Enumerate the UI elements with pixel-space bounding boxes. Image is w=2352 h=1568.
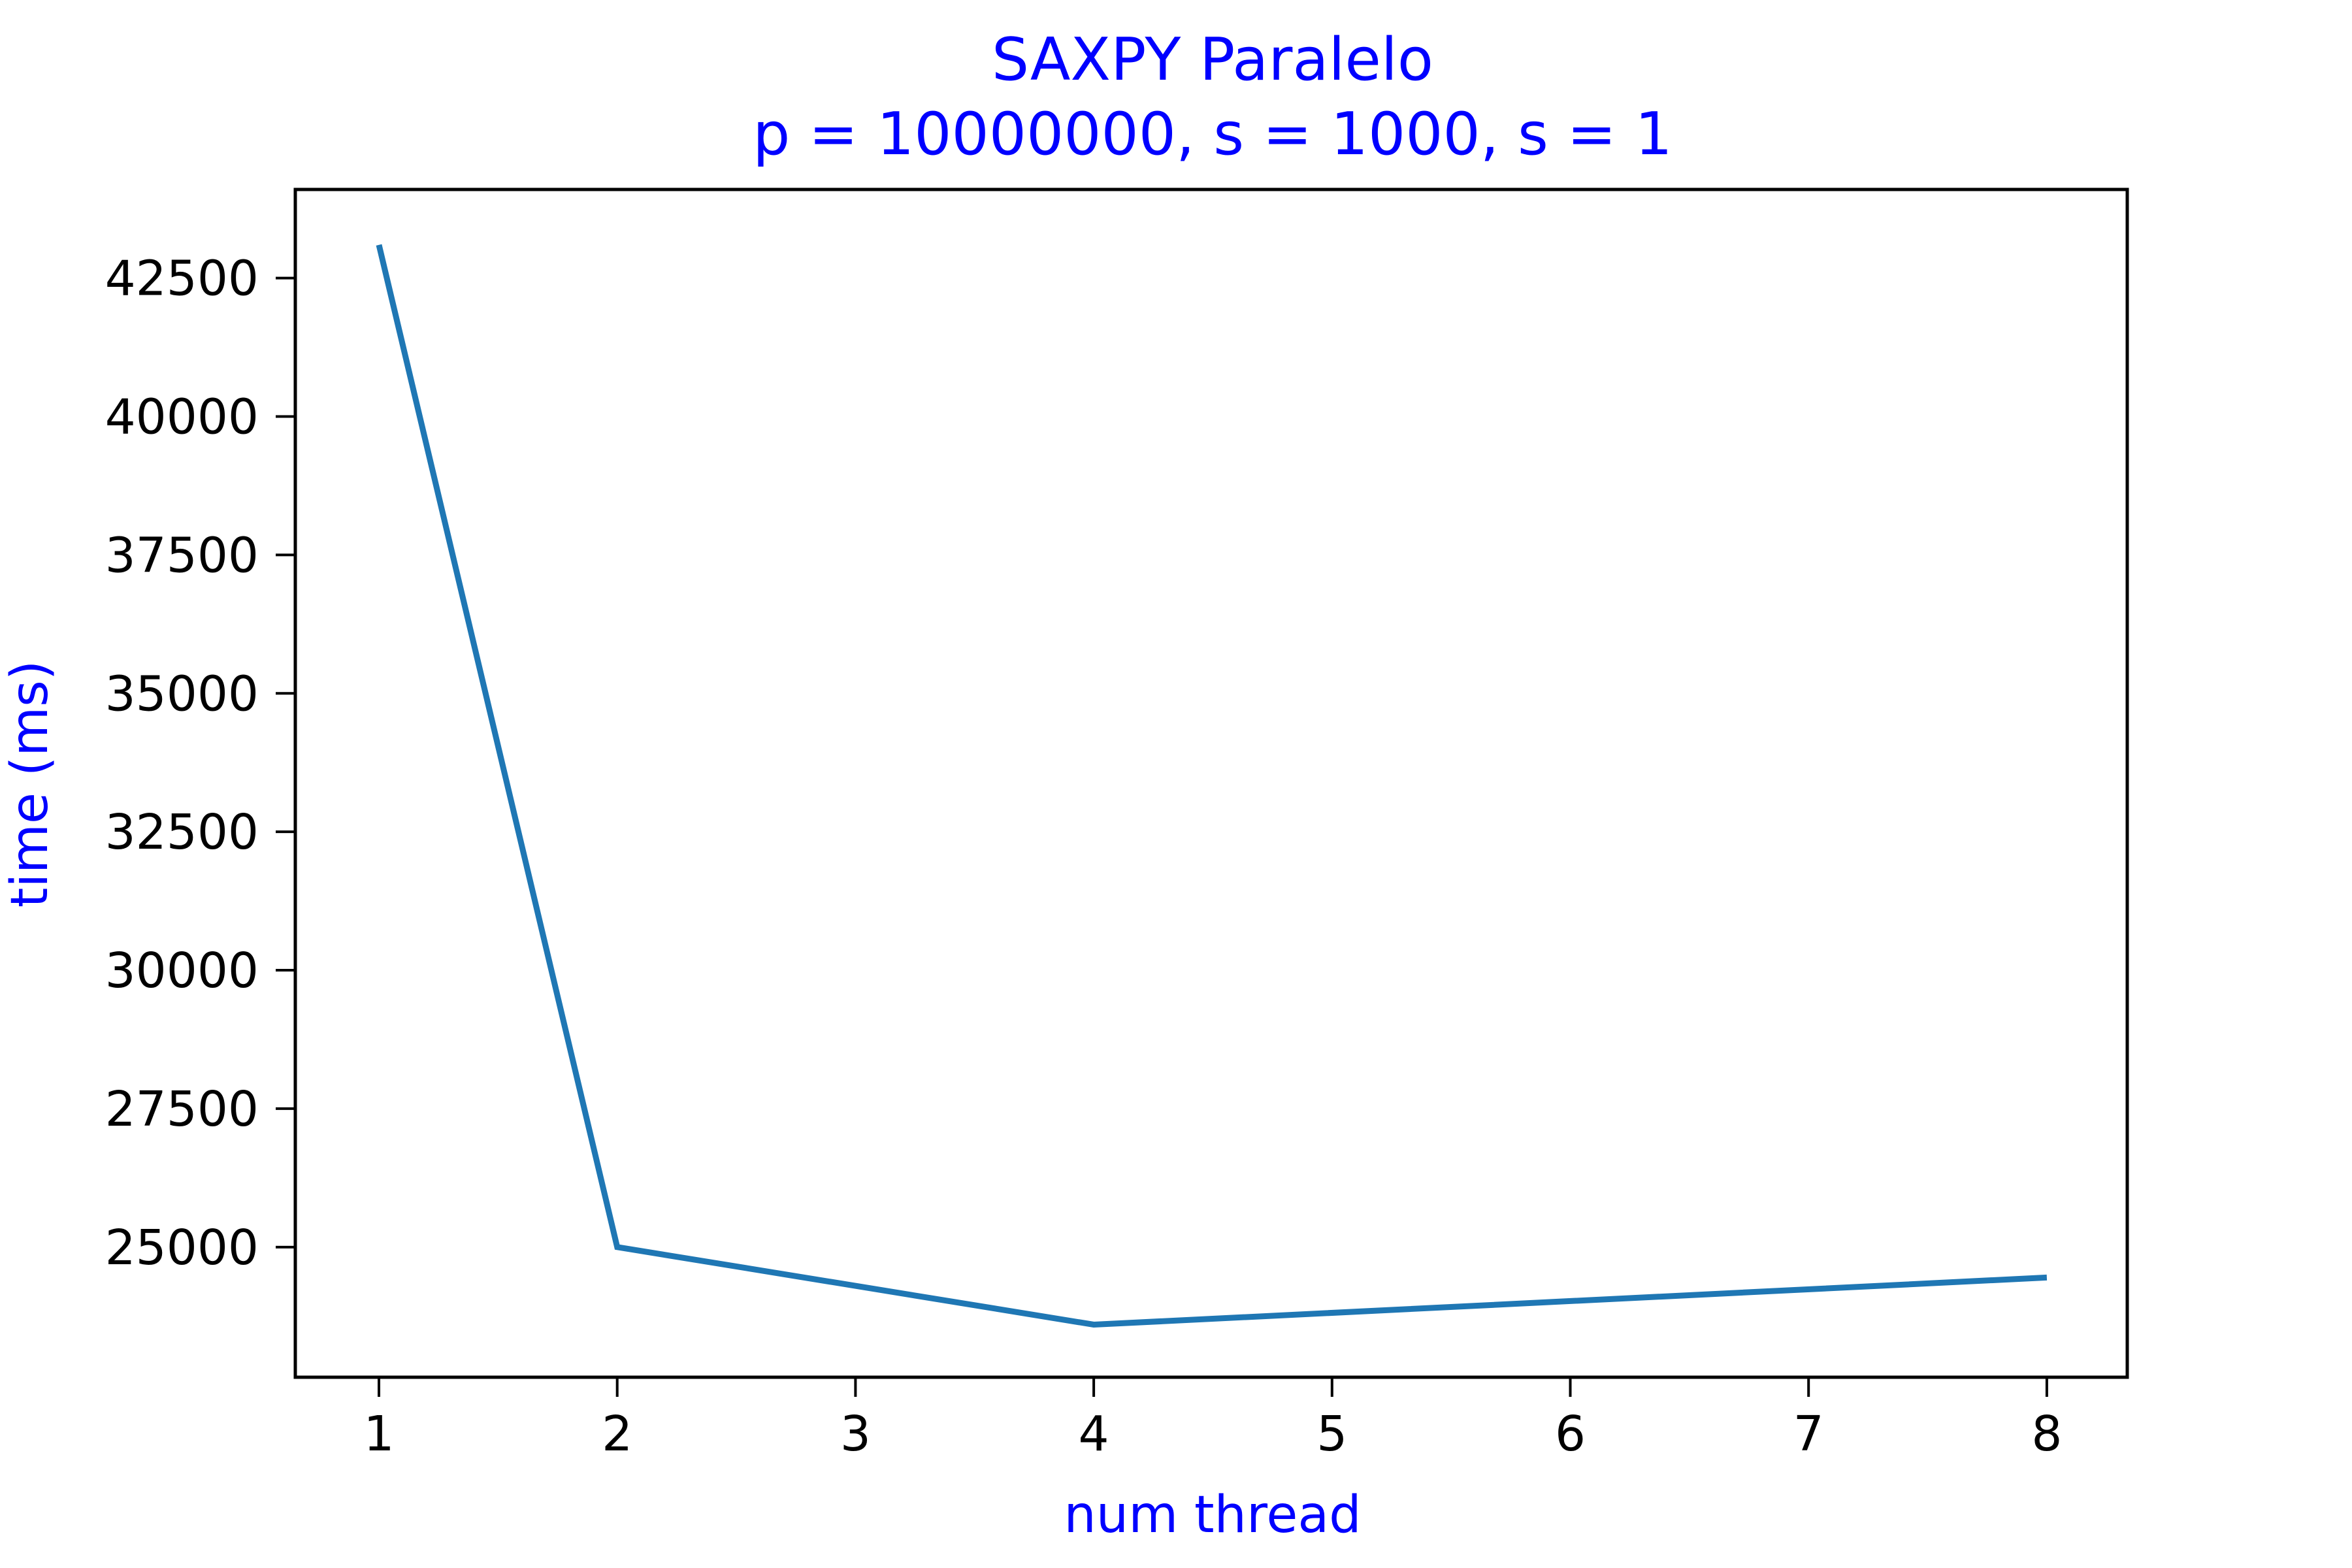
- y-tick-label: 37500: [105, 527, 259, 583]
- y-tick-label: 25000: [105, 1220, 259, 1276]
- x-tick-label: 3: [840, 1406, 871, 1462]
- y-axis-label: time (ms): [1, 661, 59, 908]
- series-line: [376, 244, 2048, 1328]
- x-tick-label: 6: [1555, 1406, 1586, 1462]
- series-group: [376, 244, 2048, 1328]
- x-tick-label: 4: [1079, 1406, 1109, 1462]
- y-tick-label: 27500: [105, 1081, 259, 1137]
- plot-area: [293, 188, 2129, 1379]
- x-tick-label: 7: [1793, 1406, 1824, 1462]
- y-tick-label: 42500: [105, 251, 259, 307]
- x-axis-label: num thread: [1064, 1486, 1361, 1544]
- y-tick-label: 32500: [105, 804, 259, 860]
- y-tick-label: 40000: [105, 389, 259, 445]
- x-tick-label: 2: [602, 1406, 632, 1462]
- x-tick-label: 5: [1316, 1406, 1347, 1462]
- chart-subtitle: p = 10000000, s = 1000, s = 1: [753, 100, 1673, 169]
- x-axis-ticks: 1 2 3 4 5 6 7 8: [363, 1377, 2062, 1462]
- y-tick-label: 30000: [105, 943, 259, 999]
- x-tick-label: 1: [363, 1406, 394, 1462]
- y-axis-ticks: 25000 27500 30000 32500 35000 37500 40000 42500: [105, 251, 295, 1276]
- chart-title: SAXPY Paralelo: [992, 25, 1433, 94]
- y-tick-label: 35000: [105, 666, 259, 722]
- x-tick-label: 8: [2031, 1406, 2062, 1462]
